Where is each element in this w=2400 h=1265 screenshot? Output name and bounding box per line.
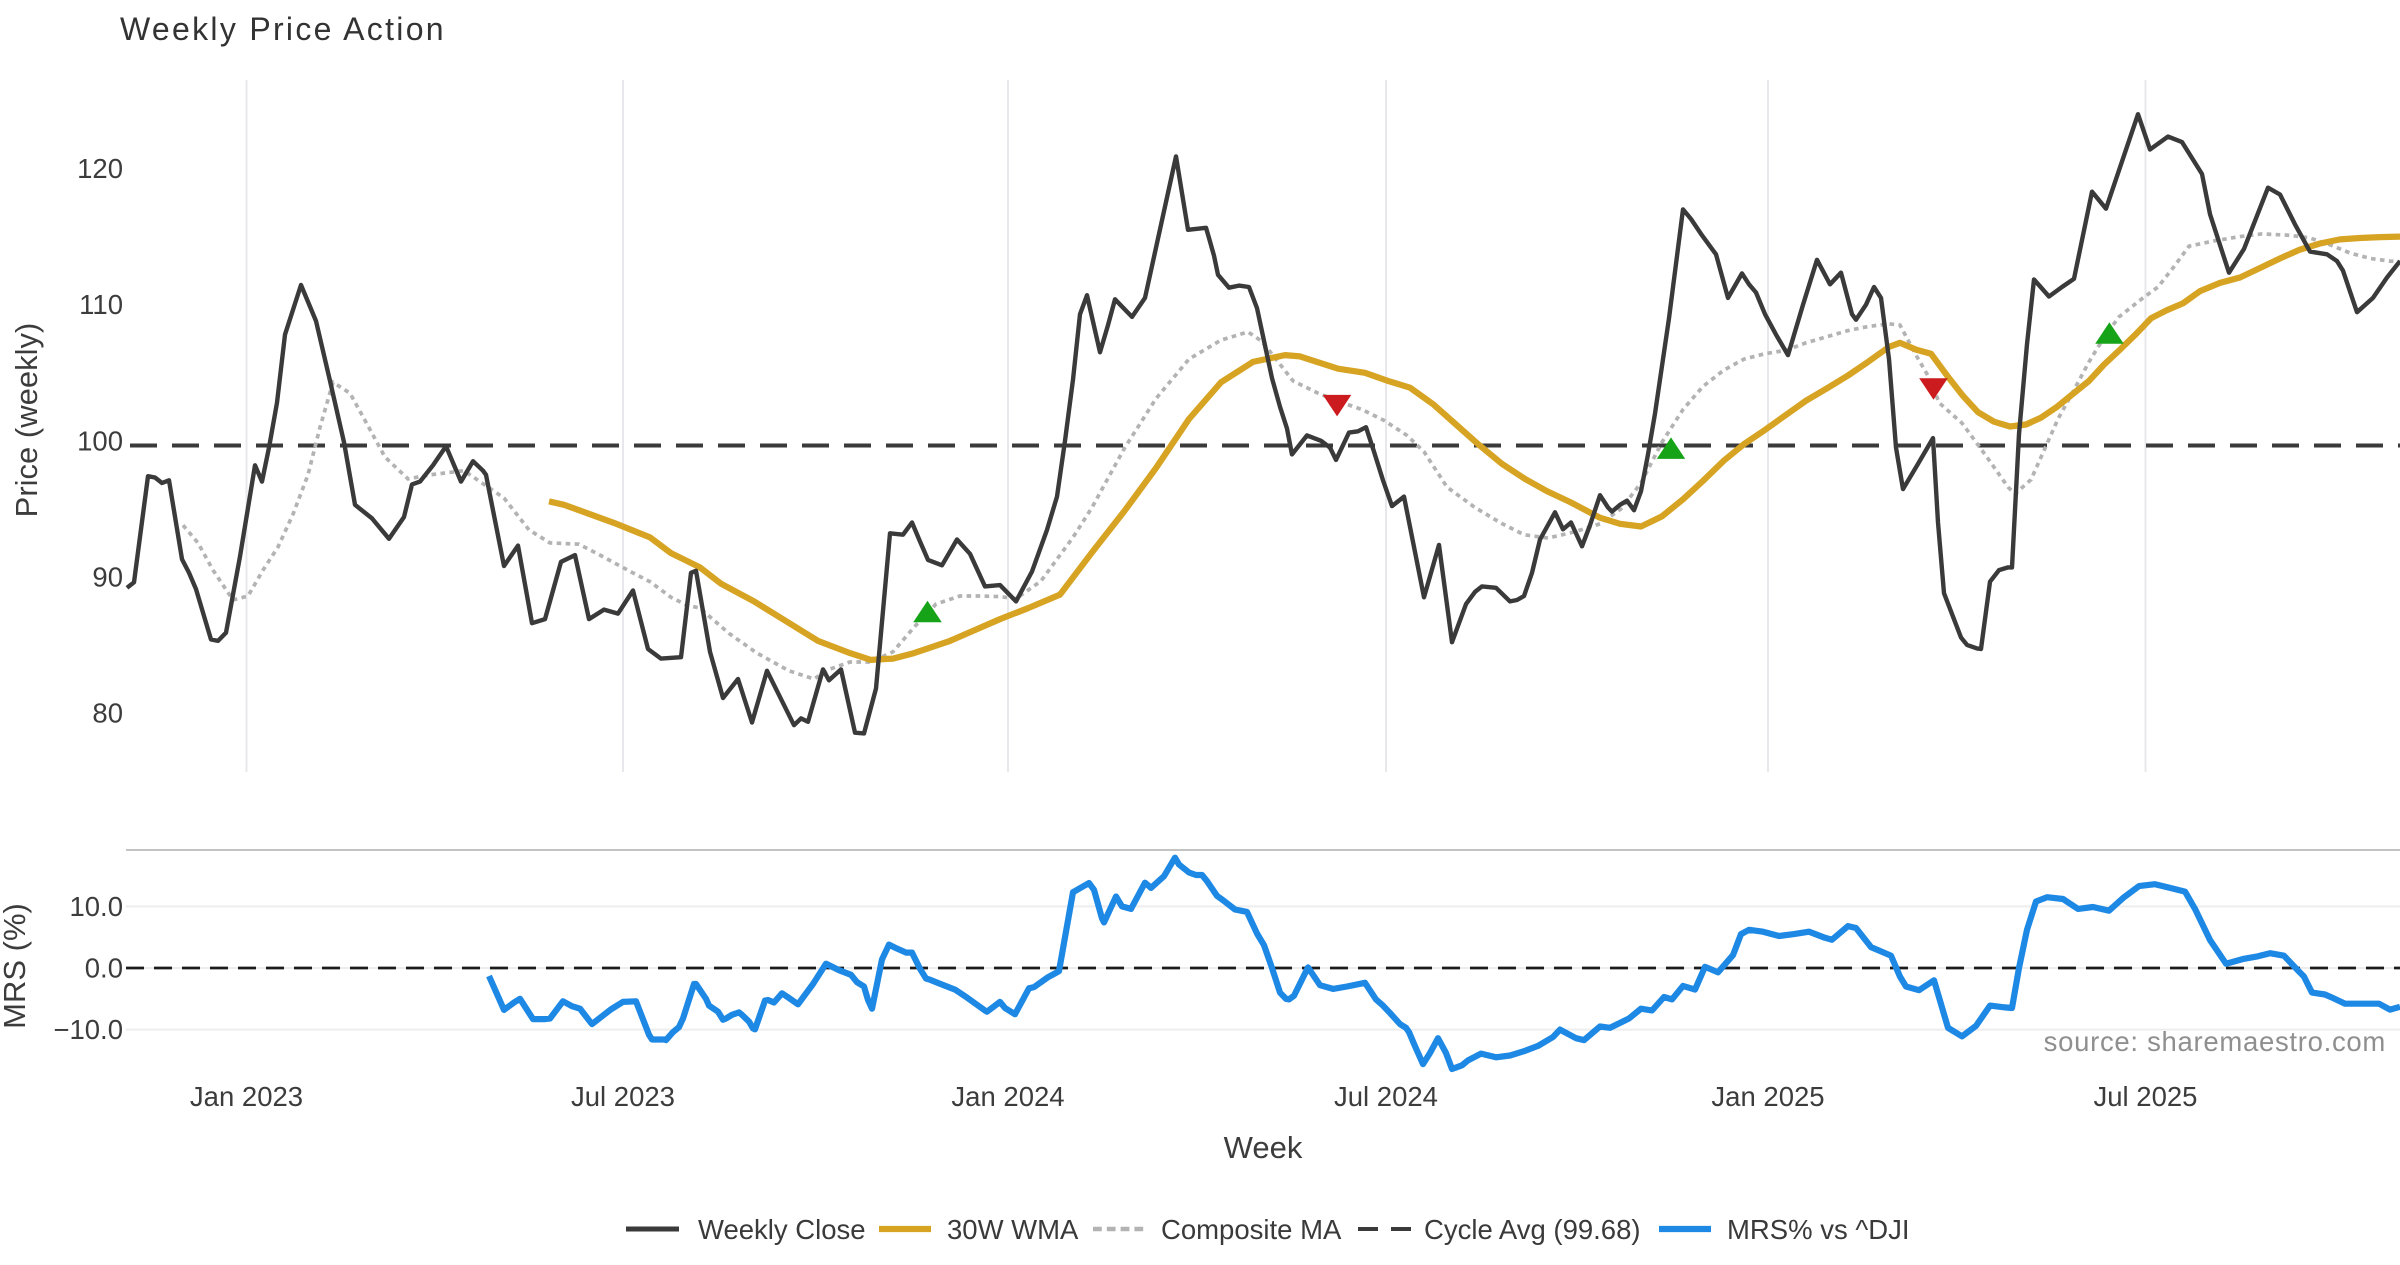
svg-text:Jul 2025: Jul 2025 [2094,1081,2198,1112]
svg-text:0.0: 0.0 [85,953,123,984]
svg-text:Jan 2023: Jan 2023 [190,1081,303,1112]
svg-text:source: sharemaestro.com: source: sharemaestro.com [2044,1026,2386,1057]
svg-text:Jul 2024: Jul 2024 [1334,1081,1438,1112]
svg-text:MRS (%): MRS (%) [0,903,32,1029]
svg-text:Weekly Close: Weekly Close [698,1214,866,1245]
svg-text:−10.0: −10.0 [53,1014,123,1045]
svg-text:110: 110 [79,289,123,320]
svg-text:Price (weekly): Price (weekly) [9,323,44,518]
svg-text:Jul 2023: Jul 2023 [571,1081,675,1112]
svg-text:120: 120 [77,153,123,184]
svg-text:90: 90 [92,561,123,592]
svg-text:Cycle Avg (99.68): Cycle Avg (99.68) [1424,1214,1641,1245]
svg-text:80: 80 [92,698,123,729]
svg-text:30W WMA: 30W WMA [947,1214,1079,1245]
svg-text:MRS% vs ^DJI: MRS% vs ^DJI [1727,1214,1910,1245]
svg-text:Weekly Price Action: Weekly Price Action [120,11,446,47]
svg-text:Jan 2025: Jan 2025 [1711,1081,1824,1112]
svg-text:Composite MA: Composite MA [1161,1214,1342,1245]
svg-text:Jan 2024: Jan 2024 [951,1081,1064,1112]
svg-text:100: 100 [77,425,123,456]
svg-text:10.0: 10.0 [69,891,123,922]
svg-text:Week: Week [1224,1130,1303,1165]
